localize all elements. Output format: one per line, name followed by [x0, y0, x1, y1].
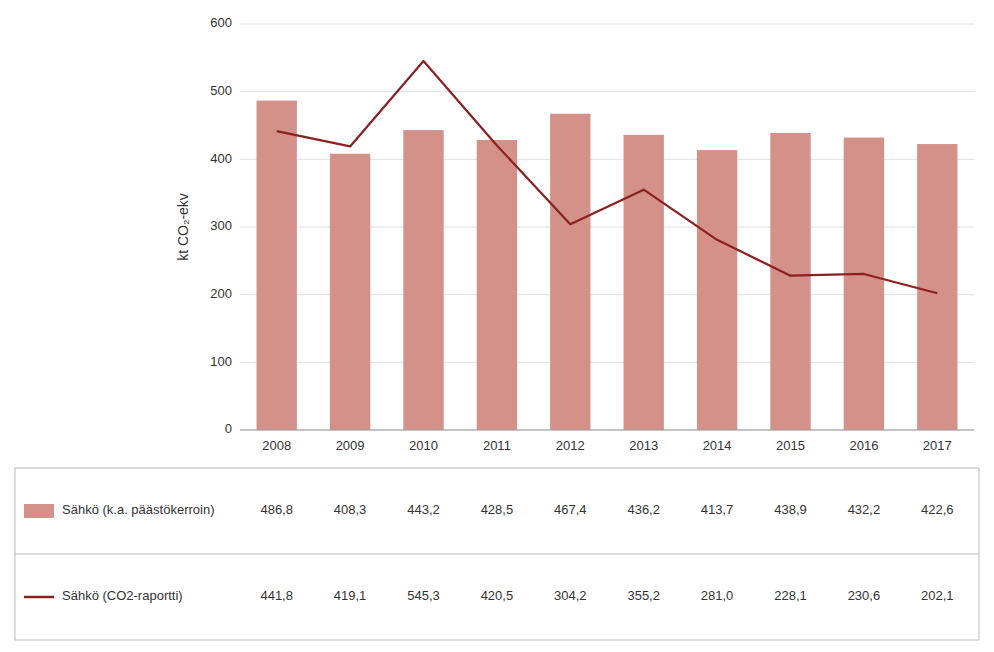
x-tick-label: 2016 — [849, 438, 878, 453]
data-label: 408,3 — [334, 502, 367, 517]
y-tick-label: 400 — [210, 151, 232, 166]
data-label: 230,6 — [848, 588, 881, 603]
x-tick-label: 2014 — [703, 438, 732, 453]
data-label: 428,5 — [481, 502, 514, 517]
bar — [697, 150, 737, 430]
x-tick-label: 2017 — [923, 438, 952, 453]
legend-label: Sähkö (k.a. päästökerroin) — [62, 502, 214, 517]
bar — [917, 144, 957, 430]
grid-line — [240, 91, 974, 92]
x-tick-label: 2010 — [409, 438, 438, 453]
bar — [844, 138, 884, 430]
data-label: 202,1 — [921, 588, 954, 603]
y-axis-label: kt CO₂-ekv — [175, 193, 191, 261]
data-label: 436,2 — [627, 502, 660, 517]
bar — [624, 135, 664, 430]
data-label: 304,2 — [554, 588, 587, 603]
x-tick-label: 2015 — [776, 438, 805, 453]
data-label: 438,9 — [774, 502, 807, 517]
legend-label: Sähkö (CO2-raportti) — [62, 588, 183, 603]
y-tick-label: 600 — [210, 15, 232, 30]
x-tick-label: 2011 — [483, 438, 511, 453]
data-label: 467,4 — [554, 502, 587, 517]
x-tick-label: 2013 — [629, 438, 658, 453]
bar — [477, 140, 517, 430]
data-label: 420,5 — [481, 588, 514, 603]
table-separator — [15, 554, 979, 555]
data-label: 355,2 — [627, 588, 660, 603]
data-label: 443,2 — [407, 502, 440, 517]
data-label: 432,2 — [848, 502, 881, 517]
grid-line — [240, 24, 974, 25]
data-label: 281,0 — [701, 588, 734, 603]
y-tick-label: 500 — [210, 83, 232, 98]
y-axis: 0 100 200 300 400 500 600 — [210, 15, 974, 436]
data-label: 419,1 — [334, 588, 367, 603]
table-border — [15, 468, 979, 640]
bar — [770, 133, 810, 430]
x-axis: 2008 2009 2010 2011 2012 2013 2014 2015 2016 2017 — [240, 430, 974, 453]
grid-line — [240, 430, 974, 431]
line — [277, 61, 938, 293]
legend-swatch — [24, 596, 54, 599]
chart: 0 100 200 300 400 500 600 kt CO₂-ekv 2008 2009 201… — [0, 0, 994, 652]
plot-area — [257, 61, 958, 430]
data-label: 545,3 — [407, 588, 440, 603]
y-tick-label: 0 — [225, 421, 232, 436]
y-tick-label: 100 — [210, 354, 232, 369]
data-label: 486,8 — [260, 502, 293, 517]
x-axis-line — [240, 430, 974, 431]
x-tick-label: 2012 — [556, 438, 585, 453]
bar — [257, 101, 297, 430]
y-tick-label: 300 — [210, 218, 232, 233]
bar — [403, 130, 443, 430]
legend-swatch — [24, 504, 54, 518]
data-label: 413,7 — [701, 502, 734, 517]
data-label: 422,6 — [921, 502, 954, 517]
data-label: 441,8 — [260, 588, 293, 603]
bar — [550, 114, 590, 430]
y-tick-label: 200 — [210, 286, 232, 301]
data-label: 228,1 — [774, 588, 807, 603]
data-table: Sähkö (k.a. päästökerroin) 486,8 408,3 443,… — [15, 468, 979, 640]
bar — [330, 154, 370, 430]
x-tick-label: 2008 — [262, 438, 291, 453]
x-tick-label: 2009 — [336, 438, 365, 453]
